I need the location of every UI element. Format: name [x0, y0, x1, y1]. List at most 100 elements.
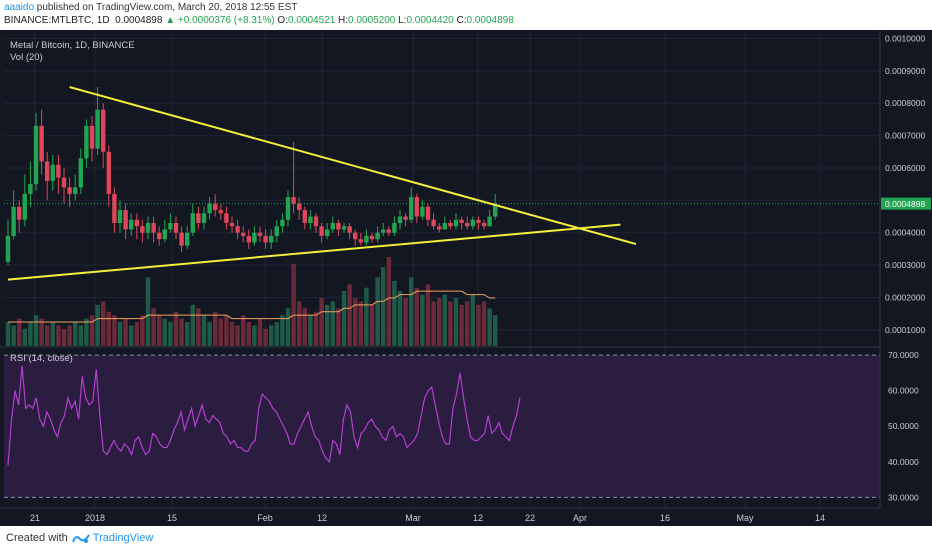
current-price-label: 0.0004898 — [885, 199, 925, 209]
volume-bar — [470, 294, 475, 346]
candle-body — [190, 213, 195, 233]
volume-bar — [274, 322, 279, 346]
volume-bar — [196, 308, 201, 346]
chart-canvas[interactable]: 0.0010000 0.0009000 0.0008000 0.0007000 0.00… — [0, 30, 932, 526]
candle-body — [123, 210, 128, 230]
candle-body — [168, 222, 173, 230]
candle-body — [45, 161, 50, 181]
volume-bar — [140, 315, 145, 346]
price-tick-label: 0.0008000 — [885, 98, 925, 108]
volume-bar — [347, 284, 352, 346]
candle-body — [369, 235, 375, 240]
price-tick-label: 0.0003000 — [885, 260, 925, 270]
volume-bar — [117, 322, 123, 346]
candle-body — [302, 210, 307, 223]
chart-header: aaaido published on TradingView.com, Mar… — [0, 0, 932, 30]
candle-body — [313, 216, 319, 227]
volume-bar — [364, 287, 369, 346]
volume-bar — [106, 311, 111, 346]
volume-bar — [381, 267, 386, 346]
volume-bar — [330, 301, 335, 346]
candle-body — [353, 232, 358, 240]
time-tick-label: Feb — [257, 513, 273, 523]
rsi-tick-label: 50.0000 — [888, 421, 919, 431]
candle-body — [151, 222, 156, 233]
candle-body — [297, 203, 302, 211]
volume-bar — [201, 315, 207, 346]
chart-area[interactable]: 0.0010000 0.0009000 0.0008000 0.0007000 0.00… — [0, 30, 932, 526]
candle-body — [67, 187, 72, 194]
candle-body — [252, 232, 257, 243]
candle-body — [285, 197, 291, 220]
candle-body — [145, 222, 151, 233]
volume-bar — [185, 322, 190, 346]
candle-body — [213, 203, 218, 211]
volume-bar — [269, 325, 274, 346]
volume-bar — [257, 318, 263, 346]
volume-bar — [280, 315, 285, 346]
volume-bar — [39, 318, 44, 346]
volume-bar — [179, 318, 184, 346]
candle-body — [84, 125, 89, 159]
volume-bar — [414, 287, 419, 346]
volume-bar — [431, 301, 436, 346]
volume-bar — [263, 328, 268, 346]
candle-body — [280, 219, 285, 227]
tradingview-brand[interactable]: TradingView — [92, 532, 154, 544]
time-tick-label: 22 — [525, 513, 535, 523]
volume-bar — [224, 315, 229, 346]
candle-body — [409, 197, 414, 220]
volume-bar — [241, 315, 246, 346]
candle-body — [381, 229, 386, 233]
volume-bar — [465, 301, 470, 346]
candle-body — [425, 206, 431, 220]
open-label: O: — [277, 15, 288, 26]
candle-body — [459, 219, 464, 223]
candle-body — [196, 213, 201, 223]
candle-body — [162, 229, 167, 240]
tradingview-logo-icon — [71, 534, 90, 544]
high-value: 0.0005200 — [348, 15, 396, 26]
volume-legend: Vol (20) — [10, 52, 43, 63]
time-tick-label: May — [736, 513, 754, 523]
volume-bar — [28, 322, 33, 346]
time-tick-label: 14 — [815, 513, 825, 523]
time-tick-label: Mar — [405, 513, 421, 523]
volume-bar — [5, 322, 11, 346]
volume-bar — [308, 315, 313, 346]
volume-bar — [218, 318, 223, 346]
volume-bar — [78, 325, 83, 346]
volume-bar — [297, 301, 302, 346]
symbol-label: BINANCE:MTLBTC, 1D — [4, 15, 110, 26]
volume-bar — [50, 322, 55, 346]
volume-bar — [11, 325, 16, 346]
volume-bar — [397, 291, 403, 346]
volume-bar — [341, 291, 347, 346]
open-value: 0.0004521 — [287, 15, 336, 26]
high-label: H: — [338, 15, 349, 26]
candle-body — [218, 210, 223, 214]
candle-body — [319, 226, 324, 236]
price-tick-label: 0.0006000 — [885, 163, 925, 173]
volume-bar — [151, 308, 156, 346]
time-tick-label: 15 — [167, 513, 177, 523]
candle-body — [112, 193, 117, 223]
volume-bar — [129, 325, 134, 346]
candle-body — [386, 229, 391, 233]
candle-body — [274, 226, 279, 236]
candle-body — [224, 213, 229, 223]
price-tick-label: 0.0002000 — [885, 292, 925, 302]
rsi-tick-label: 60.0000 — [888, 386, 919, 396]
volume-bar — [420, 294, 425, 346]
volume-bar — [84, 318, 89, 346]
rsi-line — [7, 365, 521, 466]
price-tick-label: 0.0010000 — [885, 33, 925, 43]
volume-bar — [101, 301, 106, 346]
volume-bar — [481, 301, 487, 346]
candle-body — [347, 226, 352, 233]
volume-bar — [235, 325, 240, 346]
author-link[interactable]: aaaido — [4, 2, 35, 13]
trendline-upper — [69, 86, 637, 245]
volume-bar — [134, 322, 139, 346]
candle-body — [28, 184, 33, 194]
